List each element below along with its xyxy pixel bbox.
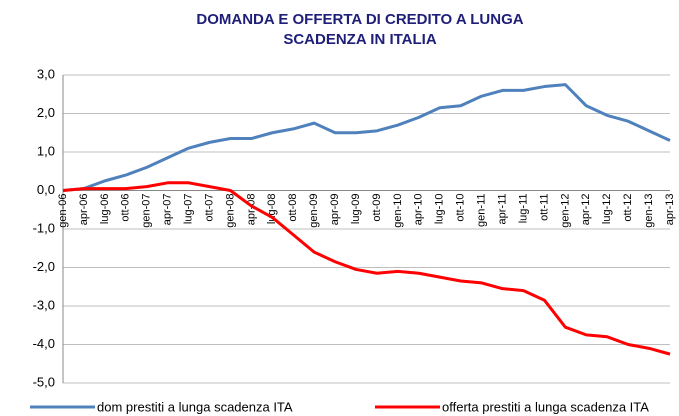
x-tick-label: lug-09 <box>350 194 362 225</box>
x-tick-label: apr-07 <box>162 194 174 226</box>
chart-title: DOMANDA E OFFERTA DI CREDITO A LUNGA <box>196 11 523 28</box>
x-tick-label: gen-09 <box>308 194 320 228</box>
data-line <box>62 83 671 192</box>
x-tick-label: lug-10 <box>434 194 446 225</box>
x-tick-label: ott-09 <box>371 194 383 222</box>
x-tick-label: lug-12 <box>601 194 613 225</box>
x-tick-label: apr-08 <box>245 194 257 226</box>
x-tick-label: apr-06 <box>78 194 90 226</box>
y-tick-label: 1,0 <box>37 143 55 158</box>
legend-label: dom prestiti a lunga scadenza ITA <box>97 399 293 414</box>
x-tick-label: apr-13 <box>664 194 676 226</box>
y-tick-label: -1,0 <box>33 220 55 235</box>
x-tick-label: gen-13 <box>643 194 655 228</box>
x-tick-label: gen-07 <box>141 194 153 228</box>
x-tick-label: ott-07 <box>203 194 215 222</box>
x-tick-label: gen-10 <box>392 194 404 228</box>
chart-title: SCADENZA IN ITALIA <box>283 31 436 48</box>
legend-label: offerta prestiti a lunga scadenza ITA <box>442 399 649 414</box>
x-tick-label: apr-11 <box>496 194 508 225</box>
x-tick-label: ott-06 <box>120 194 132 222</box>
x-tick-label: lug-06 <box>99 194 111 225</box>
y-tick-label: -3,0 <box>33 297 55 312</box>
x-tick-label: lug-07 <box>182 194 194 225</box>
x-tick-label: ott-08 <box>287 194 299 222</box>
x-tick-label: apr-10 <box>413 194 425 226</box>
y-tick-label: -4,0 <box>33 336 55 351</box>
y-tick-label: 3,0 <box>37 66 55 81</box>
x-tick-label: gen-08 <box>224 194 236 228</box>
x-tick-label: gen-06 <box>57 194 69 228</box>
x-tick-label: ott-11 <box>538 194 550 221</box>
y-tick-label: 0,0 <box>37 182 55 197</box>
x-tick-label: apr-09 <box>329 194 341 226</box>
data-line <box>62 181 671 356</box>
y-tick-label: -2,0 <box>33 259 55 274</box>
y-tick-label: -5,0 <box>33 374 55 389</box>
x-tick-label: gen-11 <box>476 194 488 227</box>
y-tick-label: 2,0 <box>37 105 55 120</box>
x-tick-label: lug-11 <box>517 194 529 224</box>
x-tick-label: ott-12 <box>622 194 634 222</box>
x-tick-label: apr-12 <box>580 194 592 226</box>
x-tick-label: ott-10 <box>455 194 467 222</box>
x-tick-label: gen-12 <box>559 194 571 228</box>
